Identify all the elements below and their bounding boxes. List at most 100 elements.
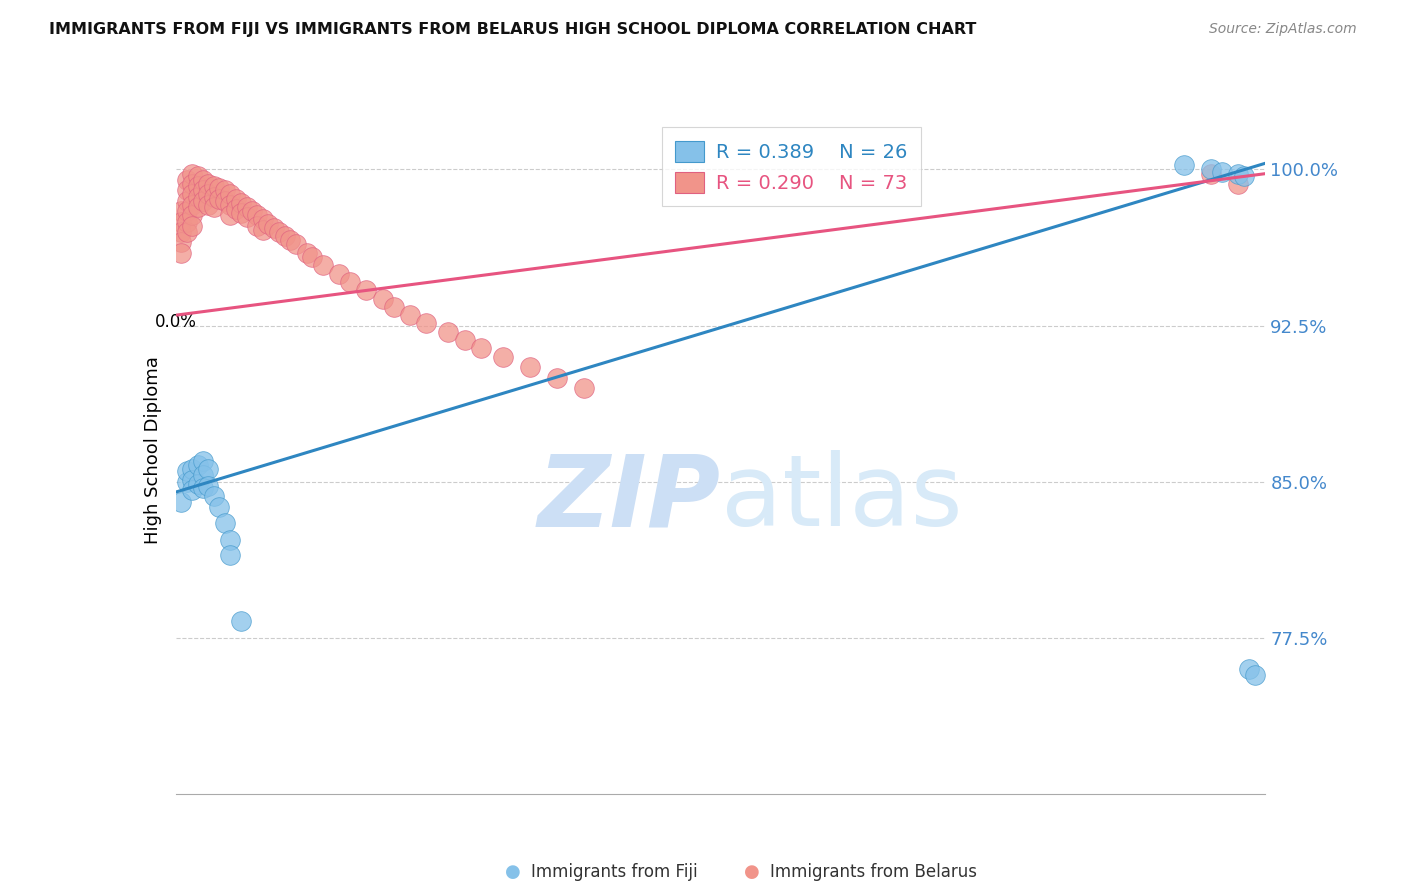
Point xyxy=(176,173,198,187)
Point xyxy=(176,194,198,208)
Point xyxy=(186,179,209,194)
Point xyxy=(186,476,209,491)
Point xyxy=(176,214,198,228)
Point xyxy=(1199,162,1222,177)
Point xyxy=(186,458,209,472)
Point xyxy=(181,462,204,476)
Text: Immigrants from Belarus: Immigrants from Belarus xyxy=(770,863,977,881)
Point xyxy=(415,317,437,331)
Point xyxy=(170,214,193,228)
Point xyxy=(312,258,335,272)
Point xyxy=(437,325,460,339)
Point xyxy=(176,204,198,219)
Point xyxy=(170,495,193,509)
Point xyxy=(574,381,596,395)
Text: IMMIGRANTS FROM FIJI VS IMMIGRANTS FROM BELARUS HIGH SCHOOL DIPLOMA CORRELATION : IMMIGRANTS FROM FIJI VS IMMIGRANTS FROM … xyxy=(49,22,977,37)
Point xyxy=(170,245,193,260)
Point xyxy=(208,500,231,514)
Point xyxy=(339,275,361,289)
Point xyxy=(246,208,269,222)
Point xyxy=(225,202,247,216)
Point xyxy=(1227,167,1250,181)
Point xyxy=(1173,158,1195,172)
Point xyxy=(453,333,475,347)
Point xyxy=(1199,167,1222,181)
Point xyxy=(197,462,219,476)
Legend: R = 0.389    N = 26, R = 0.290    N = 73: R = 0.389 N = 26, R = 0.290 N = 73 xyxy=(662,127,921,206)
Point xyxy=(235,200,257,214)
Point xyxy=(202,489,225,503)
Text: Source: ZipAtlas.com: Source: ZipAtlas.com xyxy=(1209,22,1357,37)
Point xyxy=(231,195,253,210)
Point xyxy=(278,233,301,247)
Point xyxy=(181,208,204,222)
Point xyxy=(356,283,378,297)
Point xyxy=(181,219,204,233)
Y-axis label: High School Diploma: High School Diploma xyxy=(143,357,162,544)
Point xyxy=(546,370,568,384)
Point xyxy=(208,192,231,206)
Text: ●: ● xyxy=(505,863,522,881)
Point xyxy=(170,225,193,239)
Text: Immigrants from Fiji: Immigrants from Fiji xyxy=(531,863,699,881)
Point xyxy=(263,220,285,235)
Point xyxy=(181,473,204,487)
Point xyxy=(252,212,274,227)
Point xyxy=(191,454,214,468)
Point xyxy=(191,481,214,495)
Point xyxy=(1243,668,1265,682)
Point xyxy=(181,177,204,191)
Point xyxy=(191,194,214,208)
Point xyxy=(328,267,350,281)
Point xyxy=(492,350,515,364)
Point xyxy=(202,189,225,203)
Point xyxy=(186,189,209,203)
Point xyxy=(1232,169,1256,183)
Point xyxy=(252,223,274,237)
Point xyxy=(219,208,242,222)
Point xyxy=(240,204,263,219)
Point xyxy=(269,225,291,239)
Point xyxy=(219,533,242,547)
Point xyxy=(191,468,214,483)
Point xyxy=(181,483,204,497)
Text: atlas: atlas xyxy=(721,450,962,547)
Text: ZIP: ZIP xyxy=(537,450,721,547)
Point xyxy=(197,198,219,212)
Point xyxy=(371,292,394,306)
Point xyxy=(257,217,280,231)
Point xyxy=(382,300,405,314)
Point xyxy=(235,211,257,225)
Point xyxy=(219,187,242,202)
Point xyxy=(1227,177,1250,191)
Point xyxy=(246,219,269,233)
Point xyxy=(191,183,214,197)
Point xyxy=(470,342,492,356)
Point xyxy=(214,516,236,531)
Point xyxy=(181,167,204,181)
Point xyxy=(219,548,242,562)
Point xyxy=(186,169,209,183)
Point xyxy=(197,177,219,191)
Point xyxy=(191,173,214,187)
Point xyxy=(284,237,307,252)
Point xyxy=(1237,662,1260,676)
Text: ●: ● xyxy=(744,863,761,881)
Point xyxy=(176,225,198,239)
Point xyxy=(197,479,219,493)
Point xyxy=(1211,164,1233,178)
Point xyxy=(231,206,253,220)
Point xyxy=(274,229,297,244)
Point xyxy=(519,360,541,375)
Point xyxy=(186,200,209,214)
Point xyxy=(202,179,225,194)
Point xyxy=(295,245,318,260)
Point xyxy=(197,187,219,202)
Point xyxy=(214,183,236,197)
Point xyxy=(170,235,193,250)
Point xyxy=(214,194,236,208)
Point xyxy=(181,187,204,202)
Point xyxy=(176,183,198,197)
Point xyxy=(219,198,242,212)
Point xyxy=(301,250,323,264)
